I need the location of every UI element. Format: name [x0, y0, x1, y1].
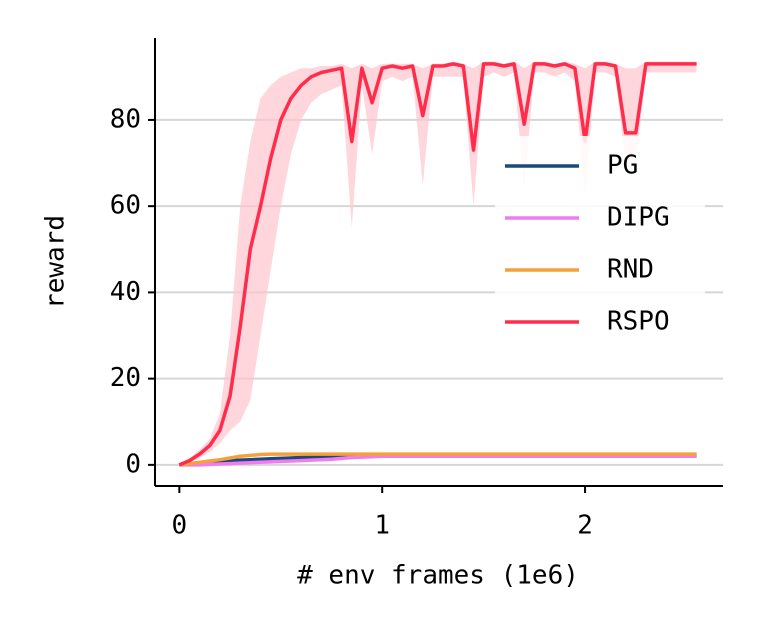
x-tick-label: 1	[374, 511, 390, 541]
y-tick-label: 40	[110, 277, 141, 307]
line	[179, 454, 697, 467]
legend-box	[495, 136, 705, 352]
x-tick-label: 0	[172, 511, 188, 541]
line	[178, 62, 697, 467]
y-tick-label: 80	[110, 104, 141, 134]
y-tick-label: 0	[125, 449, 141, 479]
y-tick-label: 20	[110, 363, 141, 393]
line	[179, 452, 697, 467]
y-axis-label: reward	[41, 215, 71, 309]
legend-label: RND	[607, 255, 654, 285]
legend-label: DIPG	[607, 203, 670, 233]
x-axis-label: # env frames (1e6)	[297, 561, 579, 591]
legend-label: PG	[607, 151, 638, 181]
legend-label: RSPO	[607, 307, 670, 337]
x-tick-label: 2	[577, 511, 593, 541]
error-band	[179, 61, 697, 465]
y-tick-label: 60	[110, 191, 141, 221]
